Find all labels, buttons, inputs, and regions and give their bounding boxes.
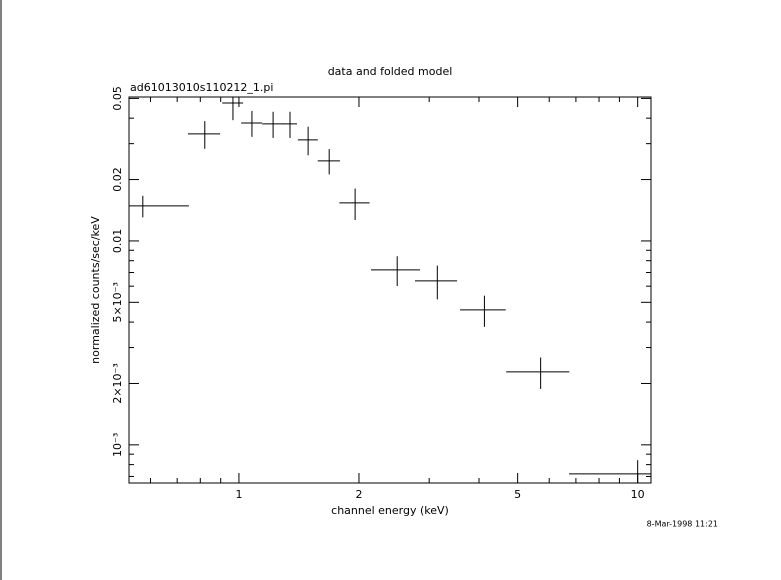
y-tick-label: 2×10⁻³ [111,363,124,403]
x-tick-label: 2 [355,488,362,501]
timestamp: 8-Mar-1998 11:21 [647,520,718,529]
x-tick-label: 10 [631,488,645,501]
x-tick-label: 1 [235,488,242,501]
y-tick-label: 5×10⁻³ [111,282,124,322]
plot-frame [128,96,652,484]
x-axis-label: channel energy (keV) [331,504,449,517]
y-tick-label: 0.05 [111,86,124,111]
data-area [129,97,651,483]
y-tick-label: 0.02 [111,167,124,192]
y-tick-label: 10⁻³ [111,433,124,457]
y-axis-label: normalized counts/sec/keV [89,216,102,364]
y-tick-label: 0.01 [111,229,124,254]
chart-title: data and folded model [328,65,453,78]
x-tick-label: 5 [514,488,521,501]
chart-subtitle: ad61013010s110212_1.pi [130,81,273,94]
